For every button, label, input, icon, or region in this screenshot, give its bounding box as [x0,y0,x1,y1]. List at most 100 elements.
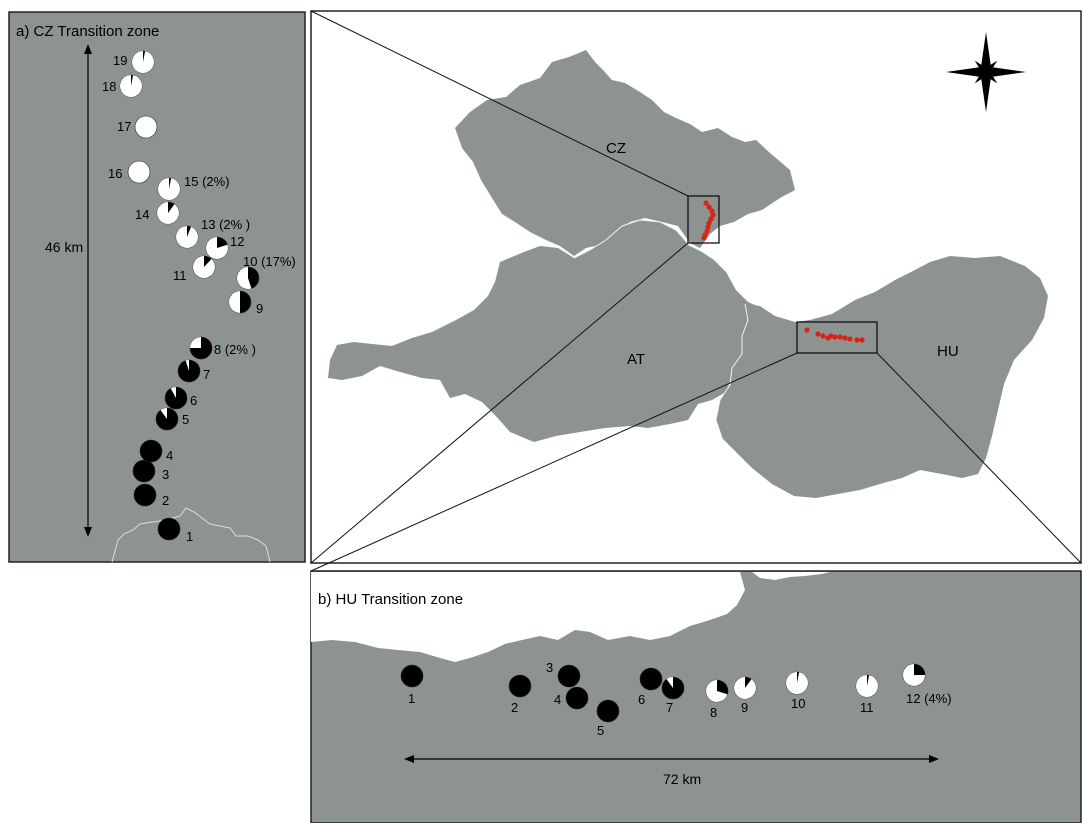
cz-site-label-18: 18 [102,79,116,94]
hu-pie-site-1 [400,664,424,688]
at-cz-border-line [573,219,691,259]
cz-country-shape [455,50,795,256]
cz-site-label-5: 5 [182,412,189,427]
hu-pie-site-11 [855,674,879,698]
cz-sample-point [708,216,714,222]
panel-b-scale-label: 72 km [663,771,701,787]
panel-a-scale-arrow-top [84,44,92,54]
panel-a-border-line [111,507,271,563]
cz-site-label-9: 9 [256,301,263,316]
hu-site-label-7: 7 [666,700,673,715]
cz-sample-point [703,200,709,206]
cz-site-label-15: 15 (2%) [184,174,230,189]
country-label-cz: CZ [606,140,626,157]
cz-site-label-13: 13 (2% ) [201,217,250,232]
cz-pie-site-3 [132,459,156,483]
cz-pie-site-15 [157,177,181,201]
hu-site-label-8: 8 [710,705,717,720]
hu-site-label-4: 4 [554,692,561,707]
cz-site-label-17: 17 [117,119,131,134]
cz-pie-site-7 [177,359,201,383]
cz-pie-site-1 [157,517,181,541]
panel-a-scale-label: 46 km [45,239,83,255]
panel-b-scale-arrow-left [404,755,414,763]
cz-sample-point [701,235,707,241]
cz-pie-site-8 [189,336,213,360]
cz-pie-site-19 [131,50,155,74]
hu-sample-point [847,336,853,342]
hu-pie-site-6 [639,667,663,691]
cz-pie-site-4 [139,439,163,463]
hu-country-shape [716,256,1048,498]
cz-pie-site-16 [127,160,151,184]
cz-pie-site-17 [134,115,158,139]
cz-pie-site-6 [164,386,188,410]
cz-pie-site-5 [155,407,179,431]
panel-a-frame [8,11,306,563]
country-label-at: AT [627,351,645,368]
cz-pie-site-12 [205,236,229,260]
cz-site-label-16: 16 [108,166,122,181]
hu-sample-point [820,333,826,339]
cz-pie-site-9 [228,290,252,314]
cz-site-label-3: 3 [162,467,169,482]
zoom-lines [310,10,1082,572]
at-country-shape [328,220,800,442]
panel-b-pies: 1 2 3 4 5 6 7 8 9 10 11 12 (4%) [400,660,952,738]
hu-pie-site-4 [565,686,589,710]
cz-site-label-4: 4 [166,448,173,463]
hu-pie-site-10 [785,671,809,695]
hu-site-label-10: 10 [791,696,805,711]
cz-sample-point [709,208,715,214]
hu-site-label-2: 2 [511,700,518,715]
panel-b-scale-arrow-right [929,755,939,763]
cz-site-label-11: 11 [173,268,187,283]
at-hu-border-line [715,303,749,439]
hu-site-label-11: 11 [860,700,874,715]
panel-b-white-area [311,572,745,662]
hu-sample-point [832,334,838,340]
panel-a-title: a) CZ Transition zone [16,23,159,40]
cz-pie-site-11 [192,255,216,279]
cz-site-label-1: 1 [186,529,193,544]
hu-pie-site-9 [733,676,757,700]
main-map: CZ AT HU [310,10,1082,564]
hu-sample-points [804,327,865,343]
hu-sample-point [854,337,860,343]
hu-sample-point [859,337,865,343]
cz-pie-site-18 [119,74,143,98]
cz-pie-site-13 [175,225,199,249]
cz-site-label-19: 19 [113,53,127,68]
panel-a-cz: a) CZ Transition zone 46 km 1 2 3 4 567 8 (2%… [8,11,306,563]
hu-pie-site-8 [705,679,729,703]
cz-sampling-box [687,195,720,244]
hu-site-label-1: 1 [408,691,415,706]
panel-a-scale-arrow-bottom [84,527,92,537]
hu-pie-site-3 [557,664,581,688]
hu-sampling-box [796,321,878,354]
cz-site-label-7: 7 [203,367,210,382]
hu-sample-point [815,331,821,337]
cz-site-label-14: 14 [135,207,149,222]
hu-pie-site-12 [902,663,926,687]
cz-pie-site-10 [236,266,260,290]
hu-site-label-9: 9 [741,700,748,715]
cz-site-label-8: 8 (2% ) [214,342,256,357]
compass-star-icon [946,32,1026,112]
hu-sample-point [842,335,848,341]
cz-sample-point [705,224,711,230]
hu-pie-site-7 [661,676,685,700]
hu-site-label-5: 5 [597,723,604,738]
hu-site-label-3: 3 [546,660,553,675]
cz-sample-point [704,228,710,234]
cz-site-label-6: 6 [190,393,197,408]
hu-sample-point [828,333,834,339]
cz-sample-point [710,212,716,218]
hu-sample-point [804,327,810,333]
country-label-hu: HU [937,343,959,360]
hu-site-label-12: 12 (4%) [906,691,952,706]
cz-site-label-2: 2 [162,493,169,508]
